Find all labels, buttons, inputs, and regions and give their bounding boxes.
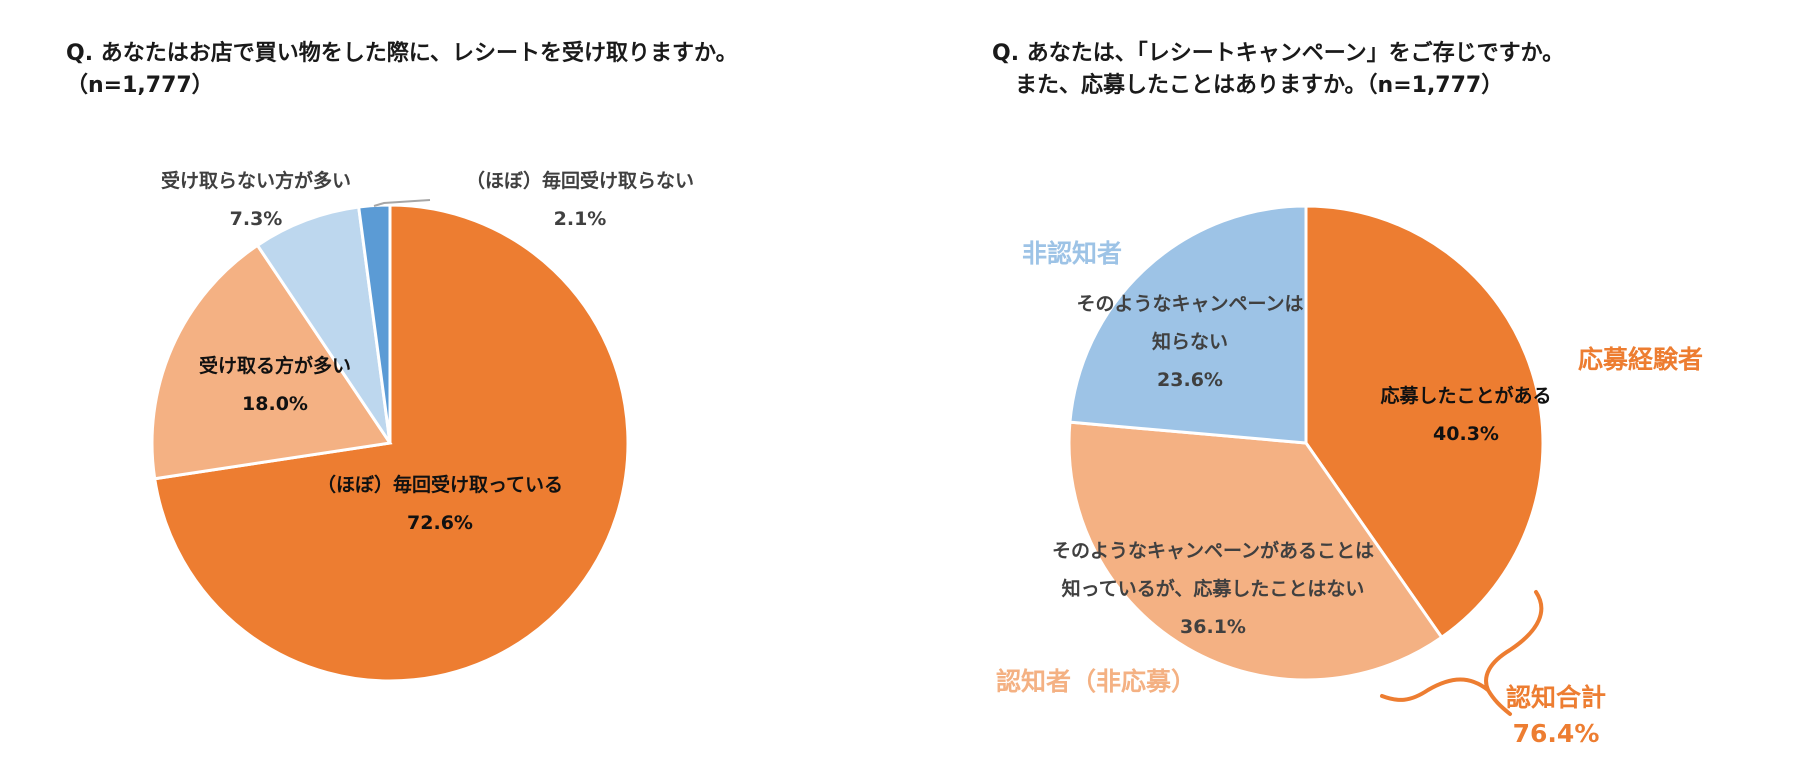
aware-total-annotation: 認知合計 76.4%	[1506, 680, 1606, 752]
right-title-line2: また、応募したことはありますか。（n=1,777）	[992, 73, 1504, 98]
label-pct: 7.3%	[229, 208, 283, 230]
right-pie-chart	[1067, 204, 1545, 682]
label-name: （ほぼ）毎回受け取らない	[465, 170, 695, 192]
right-title-line1: Q. あなたは、「レシートキャンペーン」をご存じですか。	[992, 41, 1565, 66]
right-label-applied: 応募したことがある 40.3%	[1380, 377, 1551, 453]
label-pct: 40.3%	[1433, 423, 1499, 445]
label-name-line2: 知っているが、応募したことはない	[1061, 578, 1365, 600]
category-applied: 応募経験者	[1578, 345, 1704, 374]
right-label-aware-not-applied: そのようなキャンペーンがあることは 知っているが、応募したことはない 36.1%	[1052, 532, 1374, 646]
pie-slice	[1304, 204, 1545, 640]
leader-line	[373, 199, 431, 207]
label-name: 受け取る方が多い	[198, 355, 352, 377]
label-pct: 36.1%	[1180, 616, 1246, 638]
category-aware-not-applied: 認知者（非応募）	[996, 667, 1197, 696]
aware-total-value: 76.4%	[1512, 719, 1600, 748]
brace-tip	[1486, 688, 1512, 716]
label-name: （ほぼ）毎回受け取っている	[316, 474, 564, 496]
category-unaware: 非認知者	[1022, 239, 1123, 268]
left-label-always-receive: （ほぼ）毎回受け取っている 72.6%	[317, 466, 563, 542]
left-title-line1: Q. あなたはお店で買い物をした際に、レシートを受け取りますか。	[66, 41, 738, 66]
left-label-mostly-not-receive: 受け取らない方が多い 7.3%	[161, 162, 351, 238]
label-pct: 18.0%	[242, 393, 308, 415]
right-chart-title: Q. あなたは、「レシートキャンペーン」をご存じですか。 また、応募したことはあ…	[992, 38, 1564, 102]
pie-slice	[1067, 420, 1444, 682]
label-name-line1: そのようなキャンペーンは	[1076, 293, 1304, 315]
left-pie-chart	[150, 203, 630, 683]
label-pct: 23.6%	[1157, 369, 1223, 391]
left-title-line2: （n=1,777）	[66, 73, 214, 98]
aware-total-label: 認知合計	[1506, 683, 1607, 712]
label-pct: 2.1%	[553, 208, 607, 230]
label-name: 応募したことがある	[1380, 385, 1552, 407]
left-label-mostly-receive: 受け取る方が多い 18.0%	[199, 347, 351, 423]
label-name: 受け取らない方が多い	[160, 170, 352, 192]
label-pct: 72.6%	[407, 512, 473, 534]
pie-slice	[1068, 204, 1308, 445]
pie-slice	[150, 243, 393, 481]
label-name-line2: 知らない	[1151, 331, 1228, 353]
label-name-line1: そのようなキャンペーンがあることは	[1051, 540, 1375, 562]
left-chart-title: Q. あなたはお店で買い物をした際に、レシートを受け取りますか。 （n=1,77…	[66, 38, 738, 102]
pie-slice	[255, 205, 392, 444]
right-label-unaware: そのようなキャンペーンは 知らない 23.6%	[1076, 285, 1303, 399]
left-label-never-receive: （ほぼ）毎回受け取らない 2.1%	[466, 162, 694, 238]
